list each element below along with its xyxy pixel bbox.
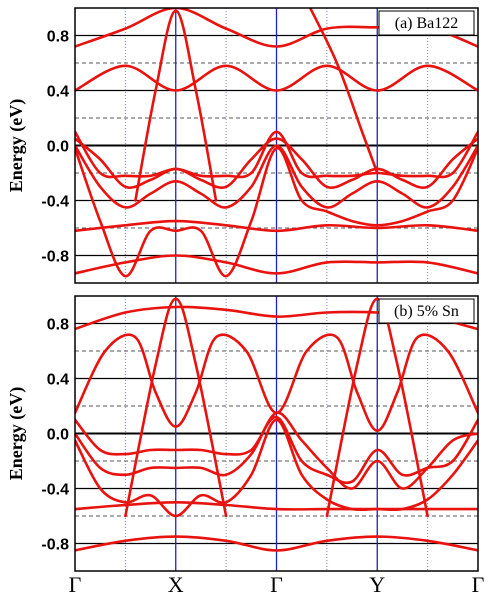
panel-b-band-7 [124,297,228,518]
panel-b-ytick-label-2: 0.0 [47,427,69,444]
panel-a-band-5 [75,147,478,278]
panel-a-band-3 [75,137,478,189]
panel-b-band-2 [75,415,478,485]
panel-b-ylabel: Energy (eV) [6,387,27,480]
panel-b-ytick-label-1: 0.4 [47,372,69,389]
panel-a-band-1 [75,64,478,92]
kpoint-label-0: Γ [69,572,82,597]
panel-b-band-3 [75,411,478,490]
panel-b-label: (b) 5% Sn [394,303,459,320]
panel-b-bands [75,297,478,552]
panel-a-band-structure: 0.8 0.4 0.0 -0.4 -0.8 Energy (eV) (a) Ba122 [6,7,479,284]
panel-a-band-4 [75,144,478,209]
panel-b-band-8 [325,297,429,518]
panel-a-ytick-label-0: 0.8 [47,29,69,46]
kpoint-label-3: Y [369,572,385,597]
panel-b-ytick-label-4: -0.8 [41,537,69,554]
panel-b-band-5 [75,501,478,511]
kpoint-label-4: Γ [472,572,485,597]
panel-b-label-box [378,298,475,324]
panel-b-band-structure: 0.8 0.4 0.0 -0.4 -0.8 Energy (eV) (b) 5% Sn [6,295,479,572]
panel-b-band-4 [75,418,478,518]
panel-b-band-6 [75,535,478,552]
kpoint-label-2: Γ [270,572,283,597]
kpoint-label-1: X [168,572,184,597]
panel-a-label: (a) Ba122 [395,15,459,32]
panel-b-ytick-label-3: -0.4 [41,482,69,499]
panel-a-ytick-label-2: 0.0 [47,139,69,156]
panel-a-band-2 [75,130,478,179]
panel-a-label-box [378,10,475,36]
panel-a-ytick-label-1: 0.4 [47,84,69,101]
panel-a-band-7 [75,254,478,275]
panel-a-ytick-label-3: -0.4 [41,194,69,211]
panel-b-ytick-label-0: 0.8 [47,317,69,334]
panel-a-ytick-label-4: -0.8 [41,249,69,266]
panel-a-band-8 [134,9,218,202]
panel-a-ylabel: Energy (eV) [6,99,27,192]
panel-a-band-9 [308,8,379,175]
panel-a-band-6 [75,219,478,233]
